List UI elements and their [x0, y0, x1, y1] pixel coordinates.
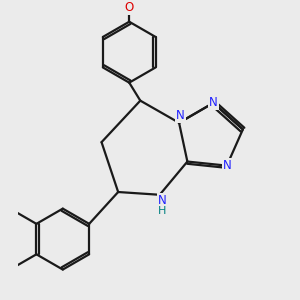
Text: H: H: [158, 206, 166, 216]
Text: N: N: [209, 96, 218, 110]
Text: N: N: [176, 110, 185, 122]
Text: N: N: [158, 194, 167, 207]
Text: O: O: [124, 2, 134, 14]
Text: N: N: [222, 159, 231, 172]
